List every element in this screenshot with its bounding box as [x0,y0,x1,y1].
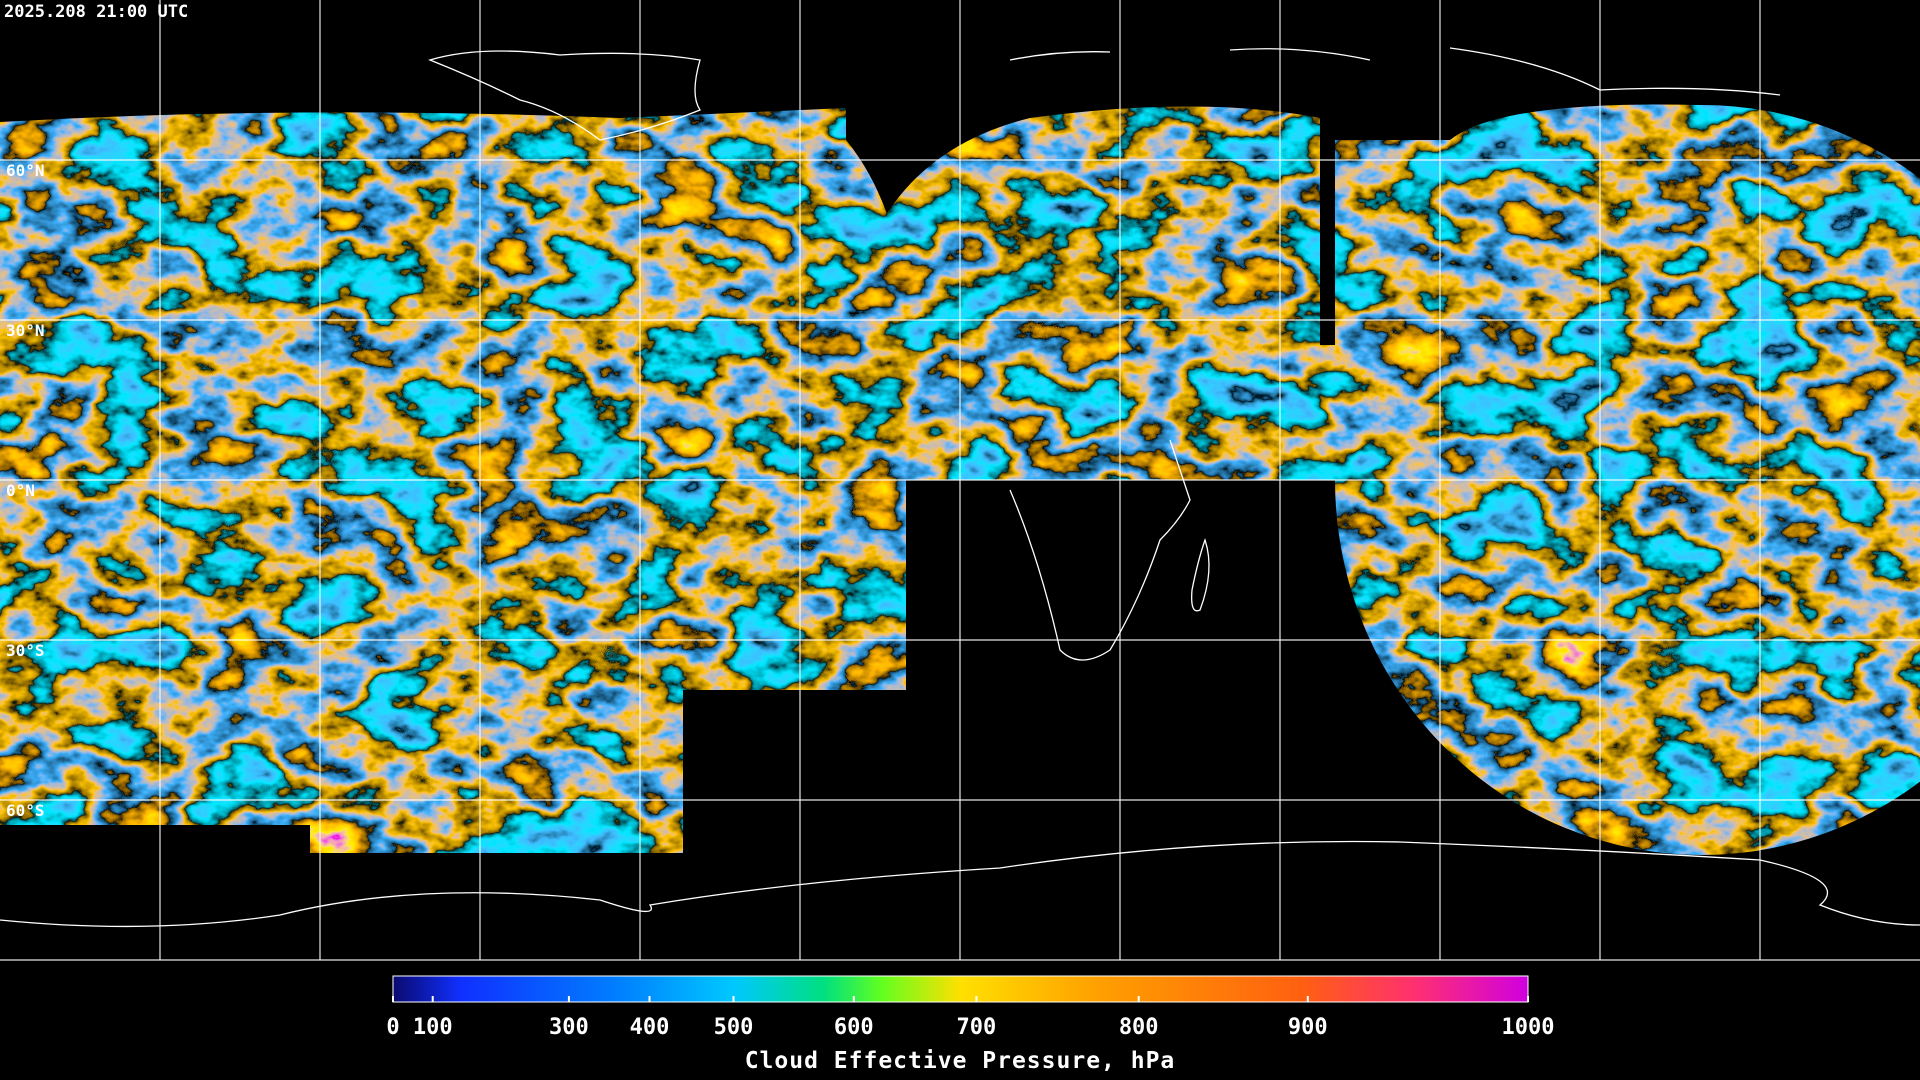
colorbar-tick-label: 300 [549,1015,589,1040]
latitude-label: 30°S [6,641,45,660]
timestamp: 2025.208 21:00 UTC [4,2,188,22]
latitude-labels: 60°N 30°N 0°N 30°S 60°S [6,161,45,820]
colorbar-tick-label: 0 [386,1015,399,1040]
coastline [1009,439,1191,661]
colorbar-tick-label: 400 [630,1015,670,1040]
colorbar-tick-label: 900 [1288,1015,1328,1040]
colorbar-tick-label: 800 [1119,1015,1159,1040]
colorbar-tick-label: 700 [957,1015,997,1040]
colorbar [392,975,1529,1003]
colorbar-tick-label: 500 [714,1015,754,1040]
coastline [428,50,701,141]
latitude-label: 30°N [6,321,45,340]
colorbar-title: Cloud Effective Pressure, hPa [745,1048,1176,1074]
coastline [1191,537,1210,612]
latitude-label: 60°N [6,161,45,180]
latitude-label: 0°N [6,481,35,500]
latitude-label: 60°S [6,801,45,820]
colorbar-ticks: 0 100 300 400 500 600 700 800 900 1000 [386,996,1554,1040]
coastline [0,840,1920,928]
graticule [0,0,1920,961]
colorbar-tick-label: 100 [413,1015,453,1040]
colorbar-tick-label: 1000 [1502,1015,1555,1040]
colorbar-tick-label: 600 [834,1015,874,1040]
